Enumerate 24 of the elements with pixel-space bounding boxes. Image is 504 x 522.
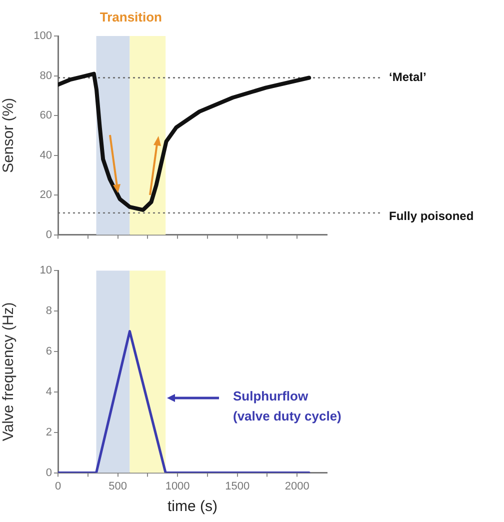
y-tick-label: 6 <box>46 346 52 358</box>
y-tick-label: 2 <box>46 426 52 438</box>
y-tick-label: 60 <box>40 110 52 122</box>
y-tick-label: 80 <box>40 70 52 82</box>
y-tick-label: 0 <box>46 466 52 479</box>
x-axis-title: time (s) <box>168 498 218 516</box>
y-tick-label: 40 <box>40 149 52 162</box>
y-axis-title: Valve frequency (Hz) <box>0 302 18 442</box>
annotation: Sulphurflow (valve duty cycle) <box>233 388 342 424</box>
y-axis-title: Sensor (%) <box>0 98 18 173</box>
y-tick-label: 10 <box>40 264 52 277</box>
x-tick-label: 0 <box>54 480 62 492</box>
y-tick-label: 0 <box>46 228 52 241</box>
x-tick-label: 1500 <box>225 480 250 492</box>
x-tick-label: 500 <box>108 480 127 492</box>
text: Transition <box>100 10 162 25</box>
x-tick-label: 1000 <box>165 480 190 492</box>
y-tick-label: 4 <box>46 386 52 398</box>
x-tick-label: 2000 <box>284 480 310 492</box>
y-tick-label: 8 <box>46 305 52 318</box>
y-tick-label: 20 <box>40 189 52 202</box>
ref-line-label: ‘Metal’ <box>389 70 426 84</box>
y-tick-label: 100 <box>34 30 52 42</box>
ref-line-label: Fully poisoned <box>389 209 474 224</box>
